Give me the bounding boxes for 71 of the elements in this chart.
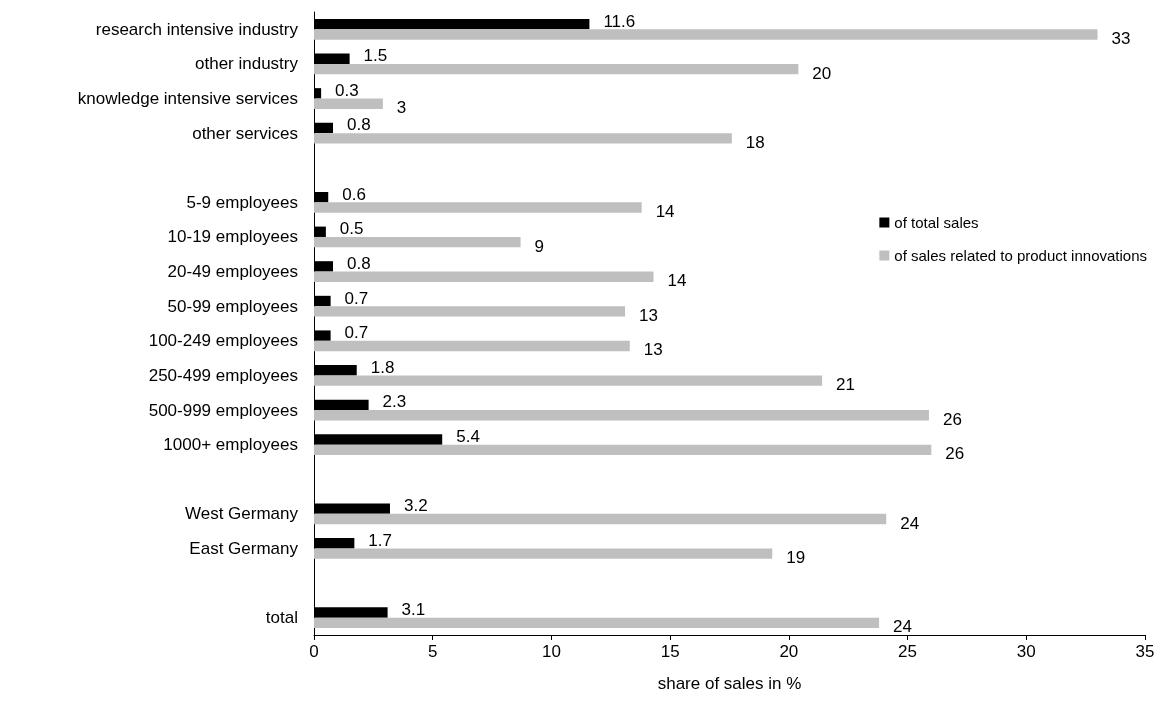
y-tick-label: 500-999 employees — [148, 400, 298, 420]
data-label: 13 — [639, 305, 658, 325]
bar — [314, 548, 773, 559]
x-tick-label: 0 — [309, 642, 319, 661]
bar — [314, 236, 521, 248]
x-tick-label: 25 — [898, 642, 918, 661]
y-tick-label: other industry — [195, 54, 299, 74]
x-tick-label: 5 — [427, 642, 438, 661]
data-label: 0.7 — [344, 288, 369, 308]
x-tick-label: 20 — [779, 642, 799, 661]
bar — [314, 133, 732, 144]
x-tick-label: 15 — [660, 642, 680, 661]
data-label: 3 — [396, 98, 407, 118]
data-label: 19 — [786, 548, 806, 568]
data-label: 24 — [893, 617, 912, 637]
data-label: 1.8 — [370, 357, 395, 377]
y-tick-label: 1000+ employees — [163, 435, 298, 455]
data-label: 9 — [534, 236, 545, 256]
x-tick-label: 35 — [1135, 642, 1155, 661]
legend-label: of sales related to product innovations — [894, 247, 1147, 264]
y-tick-label: 250-499 employees — [148, 365, 298, 385]
bar — [314, 306, 626, 317]
data-label: 0.6 — [342, 184, 366, 204]
bar — [314, 271, 654, 282]
data-label: 11.6 — [603, 11, 636, 31]
y-tick-label: total — [265, 608, 298, 628]
y-tick-label: 100-249 employees — [148, 331, 298, 351]
bar — [314, 617, 880, 629]
bar — [314, 340, 630, 352]
data-label: 14 — [667, 271, 687, 291]
y-tick-label: 50-99 employees — [167, 296, 298, 316]
x-tick-label: 30 — [1016, 642, 1036, 661]
data-label: 0.3 — [335, 80, 359, 100]
data-label: 0.8 — [346, 253, 371, 273]
x-tick-label: 10 — [541, 642, 561, 661]
y-tick-label: 10-19 employees — [167, 227, 298, 247]
bar — [314, 202, 642, 213]
data-label: 13 — [643, 340, 663, 360]
y-tick-label: research intensive industry — [95, 19, 299, 39]
y-tick-label: West Germany — [184, 504, 299, 524]
y-tick-label: 20-49 employees — [167, 262, 298, 282]
data-label: 3.2 — [403, 496, 428, 516]
data-label: 14 — [655, 202, 675, 222]
data-label: 33 — [1111, 29, 1131, 48]
y-tick-label: 5-9 employees — [186, 192, 298, 212]
data-label: 18 — [745, 132, 765, 152]
data-label: 21 — [836, 375, 856, 395]
data-label: 26 — [945, 444, 965, 464]
bar — [314, 410, 929, 421]
data-label: 20 — [812, 63, 832, 83]
bar — [314, 29, 1098, 40]
legend-label: of total sales — [894, 214, 979, 231]
data-label: 3.1 — [401, 600, 426, 619]
y-tick-label: East Germany — [189, 538, 299, 558]
x-axis-title: share of sales in % — [657, 674, 802, 693]
data-label: 2.3 — [382, 392, 407, 412]
data-label: 26 — [942, 409, 962, 429]
data-label: 1.7 — [368, 530, 392, 550]
bar — [314, 98, 383, 109]
bar — [314, 375, 823, 386]
bar — [314, 63, 799, 75]
y-tick-label: knowledge intensive services — [77, 89, 298, 109]
data-label: 0.7 — [344, 323, 369, 343]
bar — [314, 444, 932, 456]
data-label: 1.5 — [363, 46, 388, 66]
y-tick-label: other services — [192, 123, 298, 143]
data-label: 0.8 — [346, 115, 371, 135]
bar — [314, 513, 887, 525]
data-label: 5.4 — [456, 426, 480, 446]
data-label: 24 — [900, 513, 920, 533]
data-label: 0.5 — [339, 219, 364, 239]
